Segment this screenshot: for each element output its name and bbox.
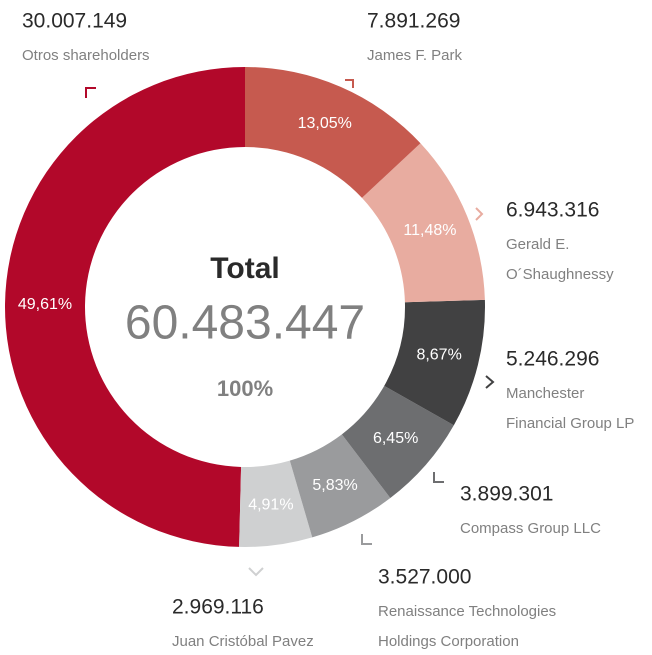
holder-name: James F. Park xyxy=(367,47,463,64)
slice xyxy=(4,67,246,547)
slice-label: 4,91% xyxy=(248,497,293,514)
marker xyxy=(248,567,264,577)
share-value: 5.246.296 xyxy=(506,348,599,371)
marker xyxy=(361,534,372,545)
slice xyxy=(384,299,485,426)
marker xyxy=(485,375,495,389)
total-value: 60.483.447 xyxy=(125,297,365,350)
holder-name: Juan Cristóbal Pavez xyxy=(172,633,314,650)
slice-label: 5,83% xyxy=(312,477,357,494)
share-value: 30.007.149 xyxy=(22,10,127,33)
slice-label: 11,48% xyxy=(403,222,456,239)
marker xyxy=(433,472,444,483)
share-value: 2.969.116 xyxy=(172,596,264,619)
share-value: 3.527.000 xyxy=(378,566,471,589)
slice-label: 8,67% xyxy=(416,346,461,363)
marker xyxy=(475,207,484,221)
slice-label: 13,05% xyxy=(298,115,352,132)
slice xyxy=(245,67,421,198)
slice xyxy=(341,385,454,499)
holder-name: Compass Group LLC xyxy=(460,520,601,537)
holder-name: Manchester xyxy=(506,385,584,402)
holder-name: Otros shareholders xyxy=(22,47,150,64)
slice-label: 6,45% xyxy=(373,430,418,447)
slice xyxy=(289,434,391,538)
total-percent: 100% xyxy=(217,376,273,401)
markers xyxy=(85,79,495,577)
holder-name: O´Shaughnessy xyxy=(506,266,614,283)
slice xyxy=(361,143,485,303)
holder-name: Gerald E. xyxy=(506,236,569,253)
holder-name: Holdings Corporation xyxy=(378,633,519,650)
holder-name: Financial Group LP xyxy=(506,415,634,432)
share-value: 7.891.269 xyxy=(367,10,460,33)
labels: 13,05% 7.891.269 James F. Park 11,48% 6.943.… xyxy=(18,10,635,650)
slice-label: 49,61% xyxy=(18,296,72,313)
share-value: 3.899.301 xyxy=(460,483,553,506)
marker xyxy=(85,87,96,98)
share-value: 6.943.316 xyxy=(506,199,599,222)
marker xyxy=(345,79,354,88)
total-title: Total xyxy=(210,252,279,285)
holder-name: Renaissance Technologies xyxy=(378,603,556,620)
slice xyxy=(239,460,313,547)
